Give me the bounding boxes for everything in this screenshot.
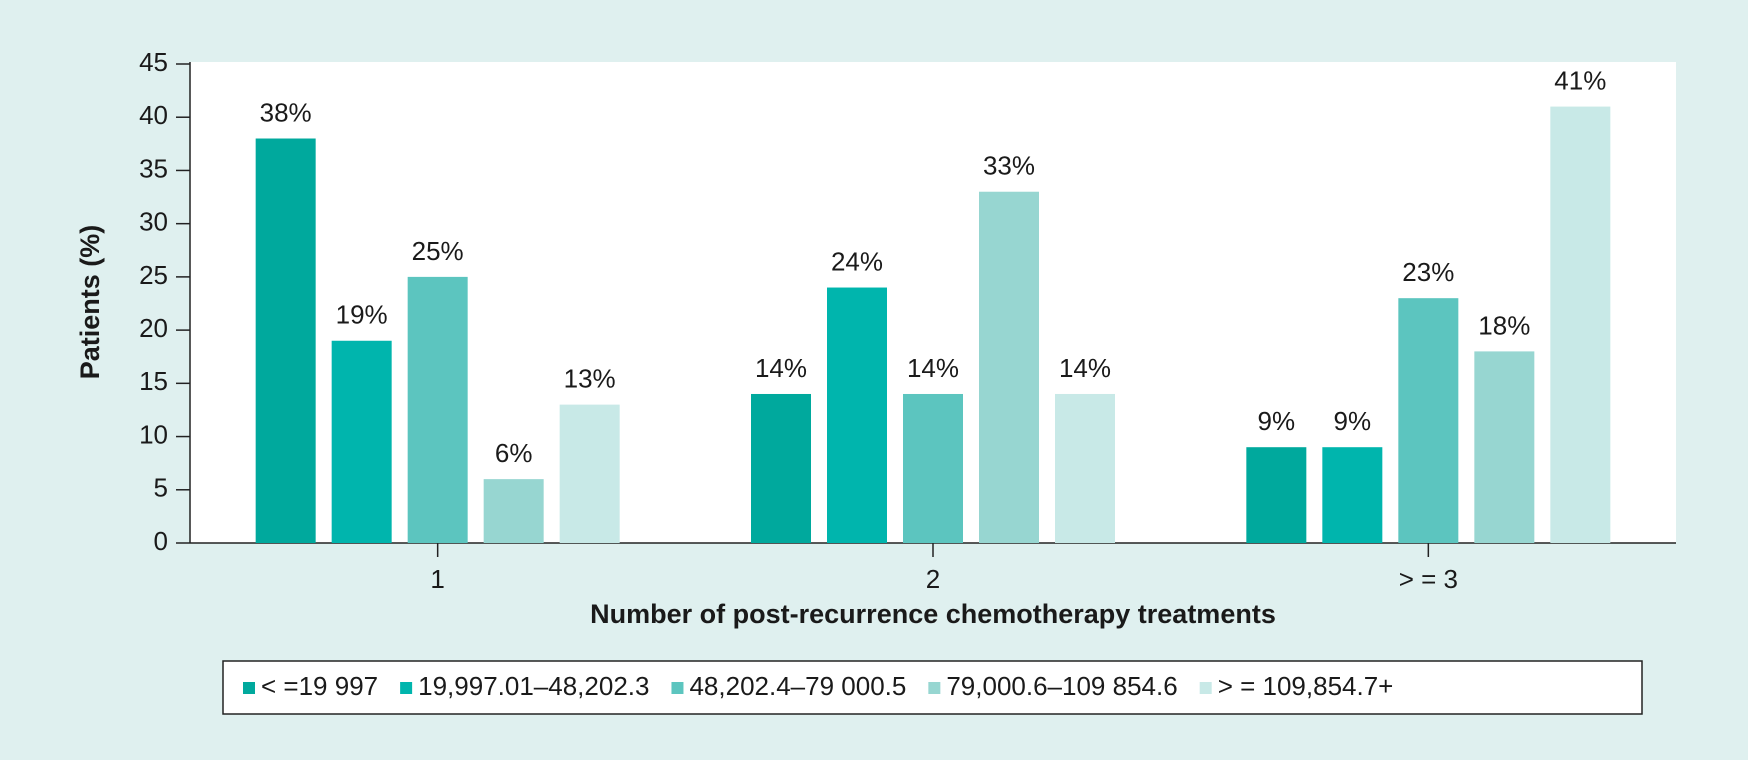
bar <box>751 393 811 543</box>
y-axis-title: Patients (%) <box>75 225 105 380</box>
value-label: 14% <box>907 353 959 383</box>
bar <box>559 404 620 543</box>
value-label: 6% <box>495 438 533 468</box>
value-label: 38% <box>260 97 312 127</box>
legend-swatch <box>400 682 413 694</box>
value-label: 14% <box>1059 353 1111 383</box>
y-tick-label: 5 <box>154 473 168 503</box>
value-label: 24% <box>831 246 883 276</box>
legend-swatch <box>243 682 255 694</box>
legend-label: 19,997.01–48,202.3 <box>418 671 649 701</box>
bar <box>255 138 316 543</box>
value-label: 41% <box>1554 65 1606 95</box>
x-tick-label: 1 <box>430 564 444 594</box>
value-label: 18% <box>1478 310 1530 340</box>
value-label: 23% <box>1402 257 1454 287</box>
value-label: 14% <box>755 353 807 383</box>
x-tick-label: 2 <box>926 564 940 594</box>
y-tick-label: 15 <box>139 366 168 396</box>
bar <box>1474 351 1535 543</box>
x-axis-title: Number of post-recurrence chemotherapy t… <box>590 599 1276 629</box>
bar <box>979 191 1039 543</box>
bar <box>1322 447 1383 543</box>
legend-swatch <box>671 682 684 694</box>
value-label: 13% <box>564 363 616 393</box>
legend-label: 48,202.4–79 000.5 <box>689 671 906 701</box>
bar <box>331 340 392 543</box>
bar <box>1550 106 1611 544</box>
y-tick-label: 45 <box>139 47 168 77</box>
value-label: 19% <box>336 300 388 330</box>
bar <box>407 276 468 543</box>
y-tick-label: 35 <box>139 153 168 183</box>
value-label: 9% <box>1258 406 1296 436</box>
bar <box>1398 298 1459 543</box>
value-label: 33% <box>983 151 1035 181</box>
legend-swatch <box>928 682 941 694</box>
y-tick-label: 10 <box>139 419 168 449</box>
bar <box>483 479 544 543</box>
legend-label: 79,000.6–109 854.6 <box>946 671 1177 701</box>
value-label: 9% <box>1334 406 1372 436</box>
bar <box>827 287 887 543</box>
y-tick-label: 20 <box>139 313 168 343</box>
bar <box>1246 447 1307 543</box>
y-tick-label: 30 <box>139 207 168 237</box>
bar <box>1055 393 1115 543</box>
legend-label: > = 109,854.7+ <box>1218 671 1394 701</box>
legend-swatch <box>1199 682 1212 694</box>
y-tick-label: 25 <box>139 260 168 290</box>
y-tick-label: 0 <box>154 526 168 556</box>
x-tick-label: > = 3 <box>1399 564 1458 594</box>
value-label: 25% <box>412 236 464 266</box>
y-tick-label: 40 <box>139 100 168 130</box>
bar <box>903 393 963 543</box>
legend-label: < =19 997 <box>261 671 378 701</box>
